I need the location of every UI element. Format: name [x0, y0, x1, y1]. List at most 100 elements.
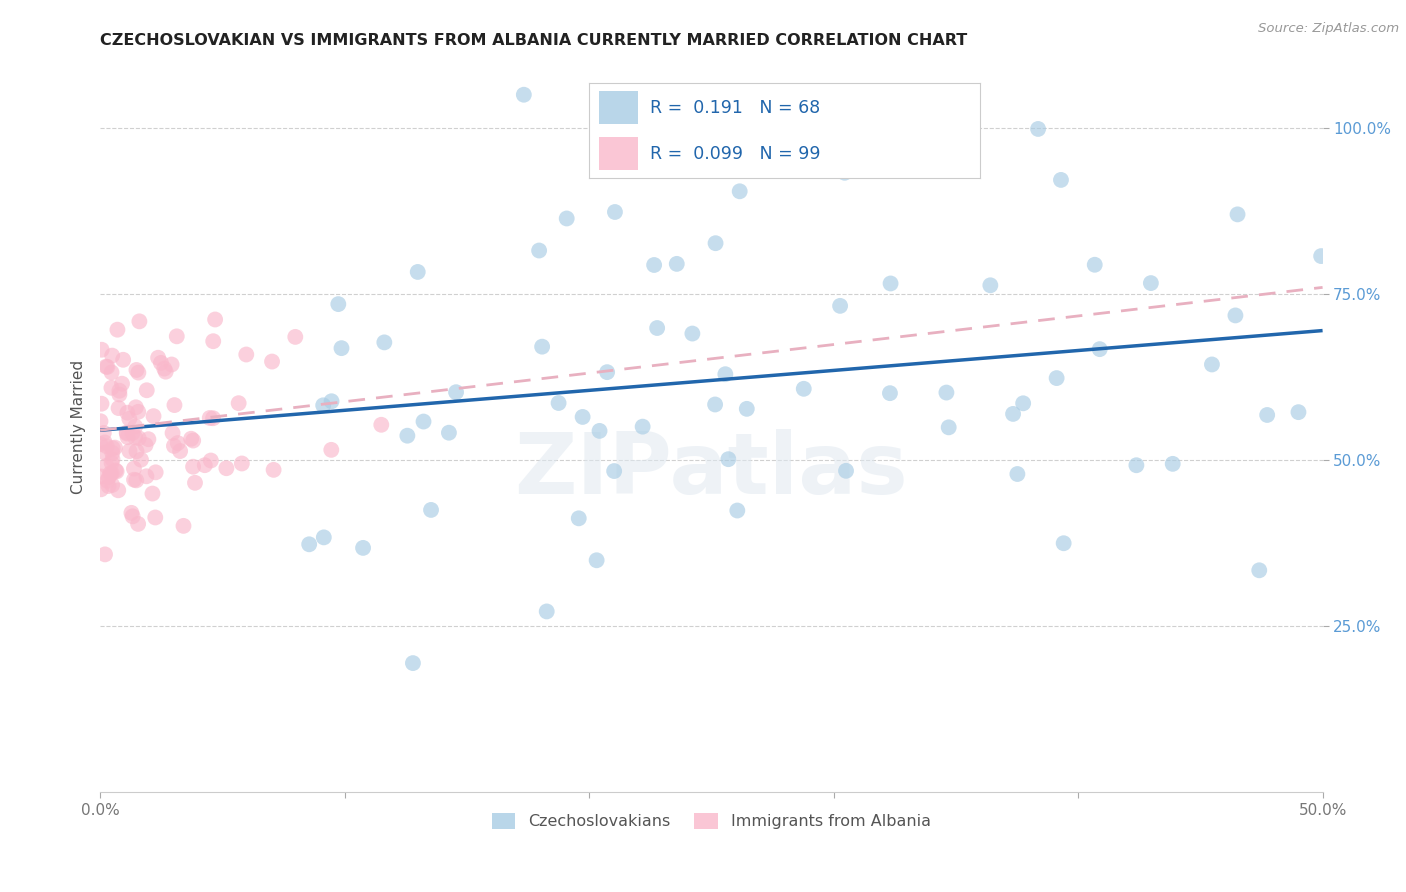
Point: [328, 297, 350, 311]
Point: [420, 503, 443, 517]
Point: [603, 464, 626, 478]
Point: [1012, 396, 1035, 410]
Point: [118, 411, 141, 425]
Point: [200, 453, 222, 467]
Point: [105, 465, 128, 479]
Point: [135, 438, 157, 452]
Point: [284, 330, 307, 344]
Point: [228, 396, 250, 410]
Point: [169, 444, 191, 458]
Point: [1050, 173, 1073, 187]
Point: [100, 467, 122, 481]
Point: [101, 446, 124, 460]
Point: [547, 396, 569, 410]
Point: [1007, 467, 1029, 481]
Point: [312, 398, 335, 412]
Point: [704, 397, 727, 411]
Point: [321, 442, 343, 457]
Point: [101, 452, 124, 467]
Point: [96, 439, 118, 453]
Point: [370, 417, 392, 432]
Point: [162, 425, 184, 440]
Point: [135, 469, 157, 483]
Point: [194, 458, 217, 473]
Point: [1249, 563, 1271, 577]
Point: [115, 426, 138, 441]
Point: [531, 340, 554, 354]
Point: [1053, 536, 1076, 550]
Point: [125, 401, 148, 415]
Point: [1225, 309, 1247, 323]
Point: [728, 184, 751, 198]
Point: [100, 456, 122, 470]
Point: [118, 444, 141, 458]
Point: [155, 365, 177, 379]
Point: [108, 387, 131, 401]
Point: [830, 299, 852, 313]
Point: [107, 483, 129, 498]
Point: [108, 384, 131, 398]
Point: [124, 430, 146, 444]
Point: [263, 463, 285, 477]
Point: [717, 452, 740, 467]
Point: [215, 461, 238, 475]
Point: [231, 457, 253, 471]
Point: [298, 537, 321, 551]
Point: [527, 244, 550, 258]
Point: [202, 411, 225, 425]
Point: [117, 406, 139, 420]
Point: [184, 475, 207, 490]
Point: [120, 506, 142, 520]
Point: [128, 314, 150, 328]
Point: [94, 435, 117, 450]
Point: [568, 511, 591, 525]
Point: [166, 436, 188, 450]
Point: [585, 553, 607, 567]
Point: [146, 351, 169, 365]
Point: [166, 329, 188, 343]
Point: [93, 445, 115, 459]
Point: [1002, 407, 1025, 421]
Point: [704, 236, 727, 251]
Point: [141, 486, 163, 500]
Point: [352, 541, 374, 555]
Point: [181, 434, 204, 448]
Point: [1201, 358, 1223, 372]
Point: [402, 656, 425, 670]
Text: Source: ZipAtlas.com: Source: ZipAtlas.com: [1258, 22, 1399, 36]
Point: [89, 414, 111, 428]
Point: [173, 519, 195, 533]
Point: [793, 382, 815, 396]
Point: [138, 432, 160, 446]
Point: [90, 469, 112, 483]
Point: [101, 478, 124, 492]
Point: [135, 384, 157, 398]
Point: [321, 394, 343, 409]
Point: [100, 365, 122, 379]
Point: [94, 548, 117, 562]
Point: [235, 347, 257, 361]
Point: [111, 376, 134, 391]
Point: [163, 398, 186, 412]
Point: [96, 359, 118, 374]
Point: [121, 509, 143, 524]
Point: [127, 516, 149, 531]
Point: [1161, 457, 1184, 471]
Point: [125, 474, 148, 488]
Point: [437, 425, 460, 440]
Point: [1288, 405, 1310, 419]
Point: [198, 411, 221, 425]
Point: [979, 278, 1001, 293]
Point: [122, 473, 145, 487]
Point: [312, 530, 335, 544]
Point: [879, 277, 901, 291]
Point: [645, 321, 668, 335]
Point: [513, 87, 536, 102]
Point: [1088, 342, 1111, 356]
Point: [444, 385, 467, 400]
Point: [101, 349, 124, 363]
Legend: Czechoslovakians, Immigrants from Albania: Czechoslovakians, Immigrants from Albani…: [485, 806, 938, 836]
Point: [90, 483, 112, 497]
Point: [643, 258, 665, 272]
Point: [129, 452, 152, 467]
